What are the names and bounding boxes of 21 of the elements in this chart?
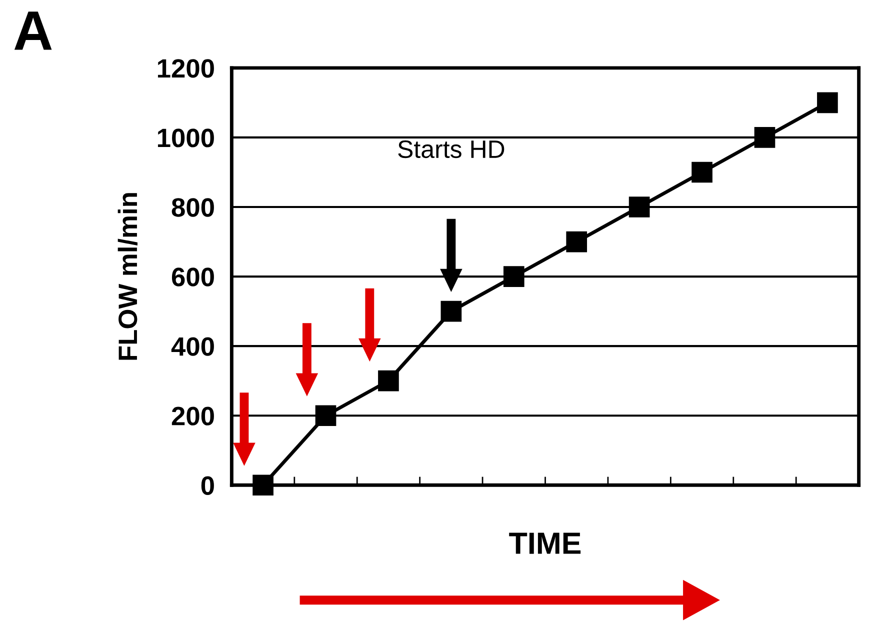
x-axis-title: TIME	[509, 532, 581, 554]
y-axis-title: FLOW ml/min	[118, 193, 138, 360]
point	[503, 266, 524, 287]
point	[440, 300, 462, 322]
point	[315, 405, 336, 426]
y-tick-label: 600	[172, 268, 214, 286]
point	[817, 92, 838, 114]
y-tick-label: 0	[201, 476, 214, 495]
y-tick-label: 400	[171, 337, 214, 356]
text: A	[14, 12, 52, 50]
point	[252, 474, 274, 496]
point	[692, 162, 712, 183]
point	[628, 196, 650, 218]
y-tick-label: 200	[172, 406, 214, 426]
point	[378, 370, 399, 392]
y-tick-label: 800	[172, 198, 214, 217]
point	[566, 231, 588, 252]
point	[754, 127, 776, 148]
annotation: Starts HD	[398, 140, 504, 158]
y-tick-label: 1000	[158, 128, 214, 148]
y-tick-label: 1200	[158, 59, 214, 78]
